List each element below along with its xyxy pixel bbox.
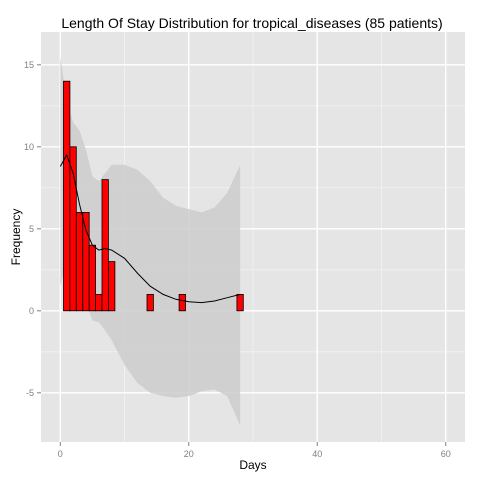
y-tick-label: 15 [24,60,34,70]
histogram-bar-7 [108,261,116,312]
y-tick-label: 10 [24,142,34,152]
histogram-bar-10 [236,293,244,312]
bars-layer [63,80,244,312]
x-tick-label: 0 [58,449,63,459]
smooth-line [59,153,241,304]
x-tick-label: 40 [312,449,322,459]
y-axis-title: Frequency [9,209,23,266]
confidence-band-layer [60,56,241,426]
histogram-bar-0 [63,80,71,312]
chart-title: Length Of Stay Distribution for tropical… [61,15,442,31]
histogram-bar-9 [178,293,186,312]
y-axis: -5 0 5 10 15 [24,60,41,398]
x-axis-title: Days [239,458,266,472]
grid-minor [41,32,465,442]
histogram-bar-2 [75,211,84,312]
y-tick-label: 5 [29,224,34,234]
x-tick-label: 60 [441,449,451,459]
histogram-bar-8 [146,293,154,312]
smooth-line-layer [59,153,241,304]
confidence-band [60,56,241,426]
histogram-bar-5 [95,293,103,312]
y-tick-label: 0 [29,306,34,316]
histogram-bar-4 [88,244,96,312]
grid-major [41,32,465,442]
histogram-bar-6 [101,179,109,312]
x-axis: 0 20 40 60 [58,442,451,459]
x-tick-label: 20 [184,449,194,459]
histogram-bar-1 [69,146,77,312]
histogram-bar-3 [82,211,90,312]
y-tick-label: -5 [26,388,34,398]
